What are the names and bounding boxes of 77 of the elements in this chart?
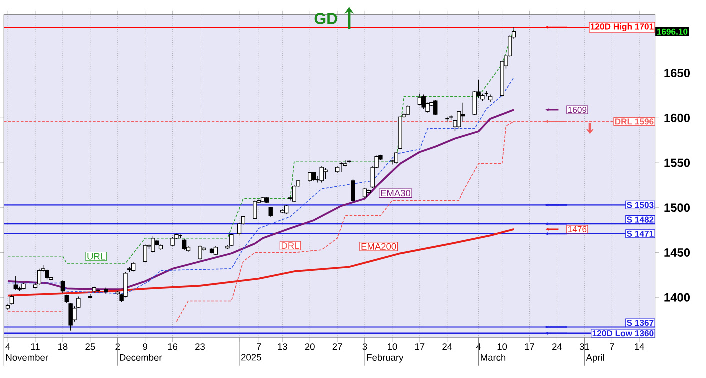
candlestick <box>406 105 410 116</box>
annotation: 1476 <box>568 226 587 233</box>
y-tick-label: 1400 <box>664 294 690 302</box>
y-tick-label: 1450 <box>664 248 690 258</box>
x-tick-label: 4 <box>6 344 10 350</box>
candlestick <box>351 178 356 204</box>
x-tick-label: 7 <box>256 344 262 350</box>
candlestick <box>10 294 14 306</box>
candlestick <box>268 206 273 218</box>
candlestick <box>60 280 66 294</box>
x-tick-label: 16 <box>168 344 178 350</box>
y-tick-label: 1550 <box>664 158 690 168</box>
x-tick-label: 20 <box>305 344 315 350</box>
series-label: URL <box>88 253 106 260</box>
text: 2025 <box>242 354 262 361</box>
ref-line-label: 120D High 1701 <box>590 24 654 32</box>
candlestick <box>320 166 324 184</box>
text: March <box>481 354 506 362</box>
candlestick <box>88 294 93 299</box>
annotation: 1609 <box>568 107 587 114</box>
ref-line-label: S 1471 <box>627 230 654 238</box>
line-series <box>8 77 514 295</box>
text: April <box>586 354 604 363</box>
line-series <box>7 109 516 291</box>
x-tick-label: 24 <box>442 344 452 350</box>
x-tick-label: 13 <box>278 344 288 350</box>
candlestick <box>143 244 148 264</box>
ref-line-label: S 1482 <box>627 216 654 223</box>
annotation: GD <box>314 13 338 24</box>
candlestick <box>418 94 422 106</box>
x-tick-label: 25 <box>86 344 96 350</box>
candlestick <box>124 272 128 298</box>
ref-line-label: S 1367 <box>627 320 654 326</box>
x-tick-label: 23 <box>196 344 205 350</box>
x-tick-label: 10 <box>388 344 398 350</box>
candlestick <box>339 162 344 172</box>
x-tick-label: 31 <box>580 344 590 350</box>
candlestick <box>362 188 368 198</box>
text: November <box>6 354 48 362</box>
line-series <box>7 228 516 297</box>
x-tick-label: 27 <box>332 344 342 350</box>
series-label: DRL <box>282 242 300 250</box>
x-tick-label: 17 <box>525 344 534 350</box>
x-tick-label: 9 <box>143 344 148 350</box>
candlestick <box>230 234 234 247</box>
line-series <box>8 28 514 264</box>
candlestick <box>45 270 50 280</box>
series-label: EMA200 <box>362 243 396 250</box>
candlestick <box>182 239 187 251</box>
candlestick <box>324 168 328 180</box>
x-tick-label: 14 <box>635 344 644 350</box>
candlestick <box>14 276 18 291</box>
candlestick <box>151 236 156 254</box>
ref-line-label: S 1503 <box>627 202 654 208</box>
candlestick <box>434 100 438 116</box>
x-tick-label: 11 <box>31 344 40 350</box>
candlestick <box>198 245 202 262</box>
candlestick <box>253 200 258 220</box>
x-tick-label: 10 <box>498 344 508 350</box>
series-label: EMA30 <box>381 190 411 197</box>
candlestick <box>308 172 312 182</box>
candlestick <box>37 268 42 286</box>
x-tick-label: 3 <box>362 344 368 350</box>
x-tick-label: 2 <box>116 344 120 350</box>
y-tick-label: 1650 <box>664 69 690 78</box>
x-tick-label: 24 <box>552 344 562 350</box>
x-tick-label: 17 <box>415 344 425 350</box>
x-tick-label: 18 <box>58 344 68 350</box>
text: February <box>367 354 404 363</box>
ref-line-label: 120D Low 1360 <box>592 330 654 337</box>
candlestick <box>394 152 398 164</box>
y-tick-label: 1600 <box>664 114 690 122</box>
x-tick-label: 7 <box>610 344 614 350</box>
ref-line-label: DRL 1596 <box>615 118 654 125</box>
text: 1696.10 <box>657 28 688 36</box>
text: December <box>120 354 162 362</box>
y-tick-label: 1500 <box>664 204 690 212</box>
